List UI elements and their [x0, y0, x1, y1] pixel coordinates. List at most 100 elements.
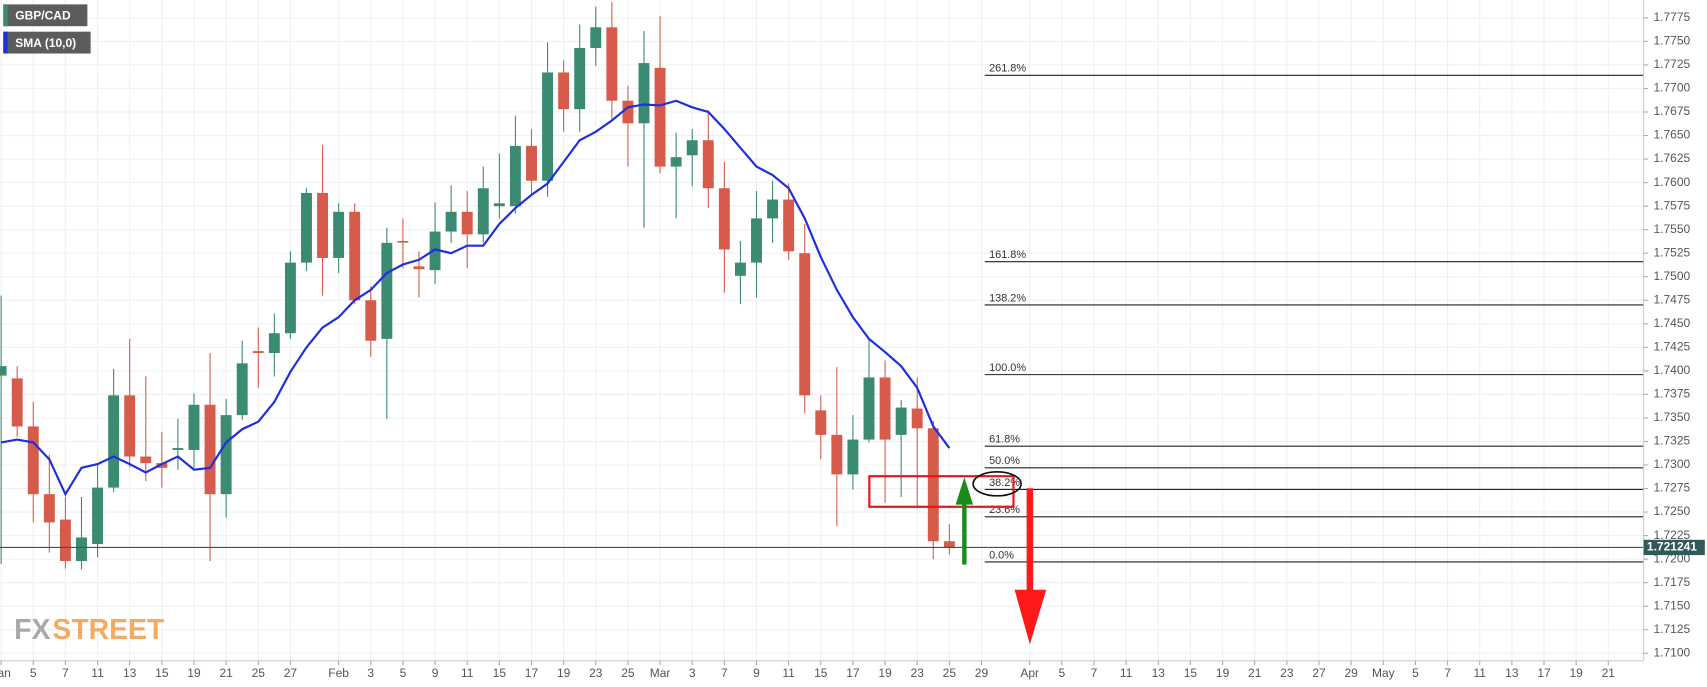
y-tick-label: 1.7375	[1653, 387, 1690, 401]
candle-body	[301, 192, 312, 263]
candle-body	[268, 333, 280, 353]
candle-body	[43, 494, 55, 523]
x-tick-label: 7	[1444, 666, 1451, 680]
candle-body	[831, 434, 843, 475]
x-tick-label: Mar	[650, 666, 671, 680]
candle-body	[558, 72, 570, 110]
x-tick-label: 15	[1184, 666, 1198, 680]
x-tick-label: 9	[753, 666, 760, 680]
y-tick-label: 1.7775	[1653, 10, 1690, 24]
candle-body	[140, 456, 152, 464]
candle-body	[252, 351, 264, 353]
fib-label: 38.2%	[989, 477, 1020, 489]
x-tick-label: 17	[846, 666, 860, 680]
candle-body	[429, 231, 441, 271]
y-tick-label: 1.7750	[1653, 34, 1690, 48]
x-tick-label: 25	[943, 666, 957, 680]
x-tick-label: 5	[1412, 666, 1419, 680]
legend-swatch	[3, 4, 8, 27]
candle-body	[895, 407, 907, 435]
candle-body	[638, 63, 650, 124]
candle-body	[0, 366, 7, 376]
x-tick-label: 19	[1569, 666, 1583, 680]
y-tick-label: 1.7425	[1653, 340, 1690, 354]
x-tick-label: 27	[1312, 666, 1326, 680]
candle-body	[445, 211, 457, 232]
legend-label: SMA (10,0)	[15, 36, 76, 50]
candle-body	[799, 253, 811, 396]
x-tick-label: 23	[1280, 666, 1294, 680]
watermark: FX	[14, 614, 50, 646]
candle-body	[526, 145, 537, 181]
candle-body	[767, 199, 779, 219]
y-tick-label: 1.7525	[1653, 245, 1690, 259]
y-tick-label: 1.7125	[1653, 622, 1690, 636]
x-tick-label: 11	[1473, 666, 1486, 680]
grid	[0, 0, 1644, 661]
x-tick-label: Jan	[0, 666, 11, 680]
x-tick-label: 7	[721, 666, 728, 680]
y-tick-label: 1.7100	[1653, 645, 1690, 659]
x-tick-label: 17	[525, 666, 539, 680]
candle-body	[220, 415, 232, 495]
last-price-box	[1643, 539, 1705, 556]
y-tick-label: 1.7600	[1653, 175, 1690, 189]
candle-body	[670, 157, 682, 167]
y-tick-label: 1.7500	[1653, 269, 1690, 283]
candle-body	[236, 363, 248, 416]
legend-box	[3, 31, 91, 54]
candle-body	[92, 487, 104, 545]
x-tick-label: 9	[432, 666, 439, 680]
x-tick-label: 15	[493, 666, 507, 680]
candle-body	[477, 188, 489, 235]
candle-body	[686, 140, 698, 156]
y-tick-label: 1.7250	[1653, 504, 1690, 518]
y-tick-label: 1.7225	[1653, 528, 1690, 542]
y-tick-label: 1.7475	[1653, 292, 1690, 306]
candle-body	[606, 27, 618, 101]
y-tick-label: 1.7575	[1653, 198, 1690, 212]
x-tick-label: 21	[1602, 666, 1616, 680]
x-tick-label: 19	[557, 666, 571, 680]
candle-body	[317, 192, 329, 258]
y-tick-label: 1.7675	[1653, 104, 1690, 118]
y-tick-label: 1.7350	[1653, 410, 1690, 424]
candle-body	[574, 48, 586, 110]
x-tick-label: 3	[367, 666, 374, 680]
x-tick-label: 29	[975, 666, 989, 680]
y-tick-label: 1.7275	[1653, 481, 1690, 495]
fibonacci-levels: 261.8%161.8%138.2%100.0%61.8%50.0%38.2%2…	[984, 63, 1644, 563]
down-arrow-head	[1014, 589, 1047, 645]
y-tick-label: 1.7550	[1653, 222, 1690, 236]
candle-body	[622, 100, 634, 124]
x-tick-label: 3	[689, 666, 696, 680]
candle-body	[349, 211, 361, 301]
x-tick-label: 7	[1091, 666, 1098, 680]
fib-label: 0.0%	[989, 549, 1014, 561]
candle-body	[59, 519, 71, 562]
x-tick-label: 11	[461, 666, 474, 680]
y-tick-label: 1.7725	[1653, 57, 1690, 71]
candle-body	[333, 211, 345, 258]
fib-label: 161.8%	[989, 249, 1026, 261]
candle-body	[381, 242, 393, 339]
candle-body	[654, 67, 666, 167]
candle-body	[188, 404, 200, 450]
y-tick-label: 1.7400	[1653, 363, 1690, 377]
candle-body	[911, 408, 923, 429]
fib-label: 50.0%	[989, 455, 1020, 467]
candle-body	[783, 199, 795, 252]
legend-box	[3, 4, 88, 27]
x-tick-label: 11	[782, 666, 795, 680]
x-tick-label: 15	[155, 666, 169, 680]
candle-body	[927, 428, 939, 542]
candle-body	[702, 140, 714, 189]
candle-body	[365, 300, 377, 341]
x-tick-label: 13	[1152, 666, 1166, 680]
fib-label: 261.8%	[989, 63, 1026, 75]
x-tick-label: 13	[1505, 666, 1519, 680]
x-tick-label: 15	[814, 666, 828, 680]
